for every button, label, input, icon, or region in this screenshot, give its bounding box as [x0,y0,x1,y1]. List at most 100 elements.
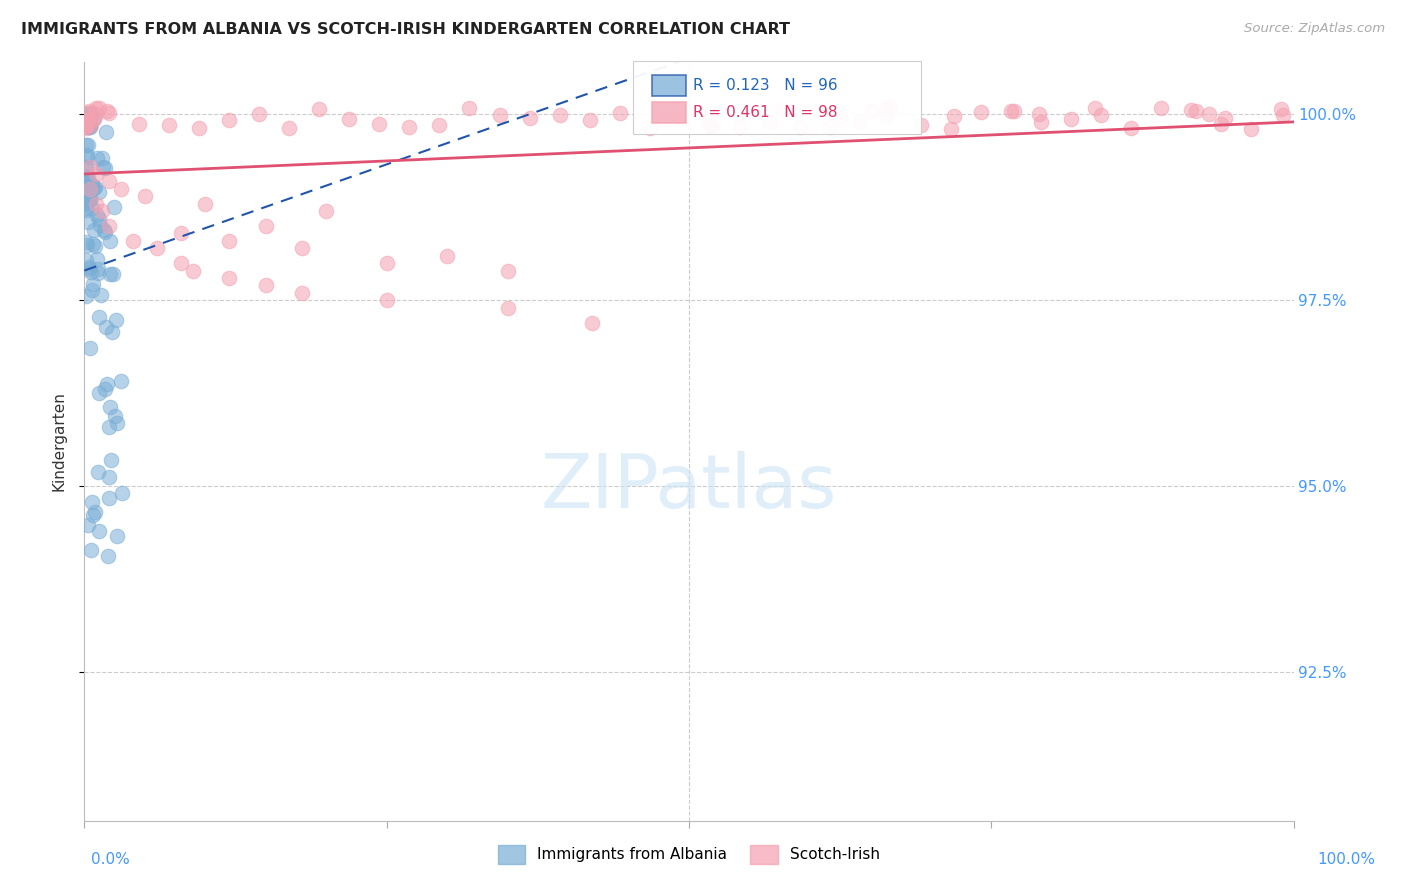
Point [97,105,120,120]
Point [75,185,97,199]
Point [77,120,100,134]
Point [578,112,600,127]
Point [75,187,97,202]
Point [291,285,314,300]
Point [89,310,111,324]
Text: Source: ZipAtlas.com: Source: ZipAtlas.com [1244,22,1385,36]
Point [91,151,114,165]
Point [75,171,97,186]
Point [96,377,118,392]
Point [638,121,661,136]
Point [308,102,330,116]
Point [76,107,98,121]
Point [75,174,97,188]
Point [79,113,101,128]
Point [91,204,114,219]
Point [519,111,541,125]
Point [247,107,270,121]
Point [699,119,721,133]
Point [939,122,962,136]
Point [187,120,209,135]
Point [79,110,101,124]
Point [146,241,169,255]
Point [79,119,101,133]
Point [82,277,104,292]
Point [75,137,97,152]
Text: 0.0%: 0.0% [91,852,131,867]
Point [97,219,120,233]
Point [87,465,110,479]
Point [105,529,128,543]
Point [111,486,134,500]
Point [86,252,108,267]
Y-axis label: Kindergarten: Kindergarten [51,392,66,491]
Point [79,180,101,194]
Point [86,151,108,165]
Point [1271,108,1294,122]
Point [879,101,901,115]
Point [86,196,108,211]
Point [98,470,121,484]
Point [77,260,100,274]
Point [1060,112,1083,126]
Point [170,256,193,270]
Point [1119,121,1142,136]
Point [849,115,872,129]
Text: 100.0%: 100.0% [1317,852,1375,867]
Point [1002,103,1025,118]
Point [84,107,107,121]
Point [82,237,104,252]
Point [83,111,105,125]
Point [87,212,110,227]
Point [79,192,101,206]
Point [1213,111,1236,125]
Point [89,101,111,115]
Point [695,111,717,125]
Point [80,106,103,120]
Point [820,120,842,135]
Point [75,113,97,128]
Point [1198,107,1220,121]
Point [436,249,458,263]
Point [87,266,110,280]
Point [82,202,104,216]
Point [98,400,121,414]
Point [75,169,97,183]
Point [427,118,450,132]
Point [77,120,100,134]
Point [80,265,103,279]
Point [875,108,897,122]
Point [75,120,97,134]
Point [77,113,100,128]
Point [1240,122,1263,136]
Point [759,114,782,128]
Point [87,385,110,400]
Point [75,114,97,128]
Text: ZIPatlas: ZIPatlas [541,450,837,524]
Point [83,181,105,195]
Point [669,110,692,124]
Point [104,313,127,327]
Point [76,192,98,206]
Point [1150,101,1173,115]
Point [83,112,105,127]
Point [75,116,97,130]
Point [77,215,100,229]
Point [94,126,117,140]
Point [1000,104,1022,119]
Point [86,167,108,181]
Point [75,171,97,186]
Point [75,201,97,215]
Point [87,524,110,538]
Point [1211,116,1233,130]
Point [76,106,98,120]
Point [218,271,240,285]
Text: R = 0.461   N = 98: R = 0.461 N = 98 [693,105,838,120]
Point [76,170,98,185]
Point [100,453,122,467]
Point [94,225,117,239]
Point [90,287,112,301]
Point [98,420,121,434]
Point [170,227,193,241]
Point [84,180,107,194]
